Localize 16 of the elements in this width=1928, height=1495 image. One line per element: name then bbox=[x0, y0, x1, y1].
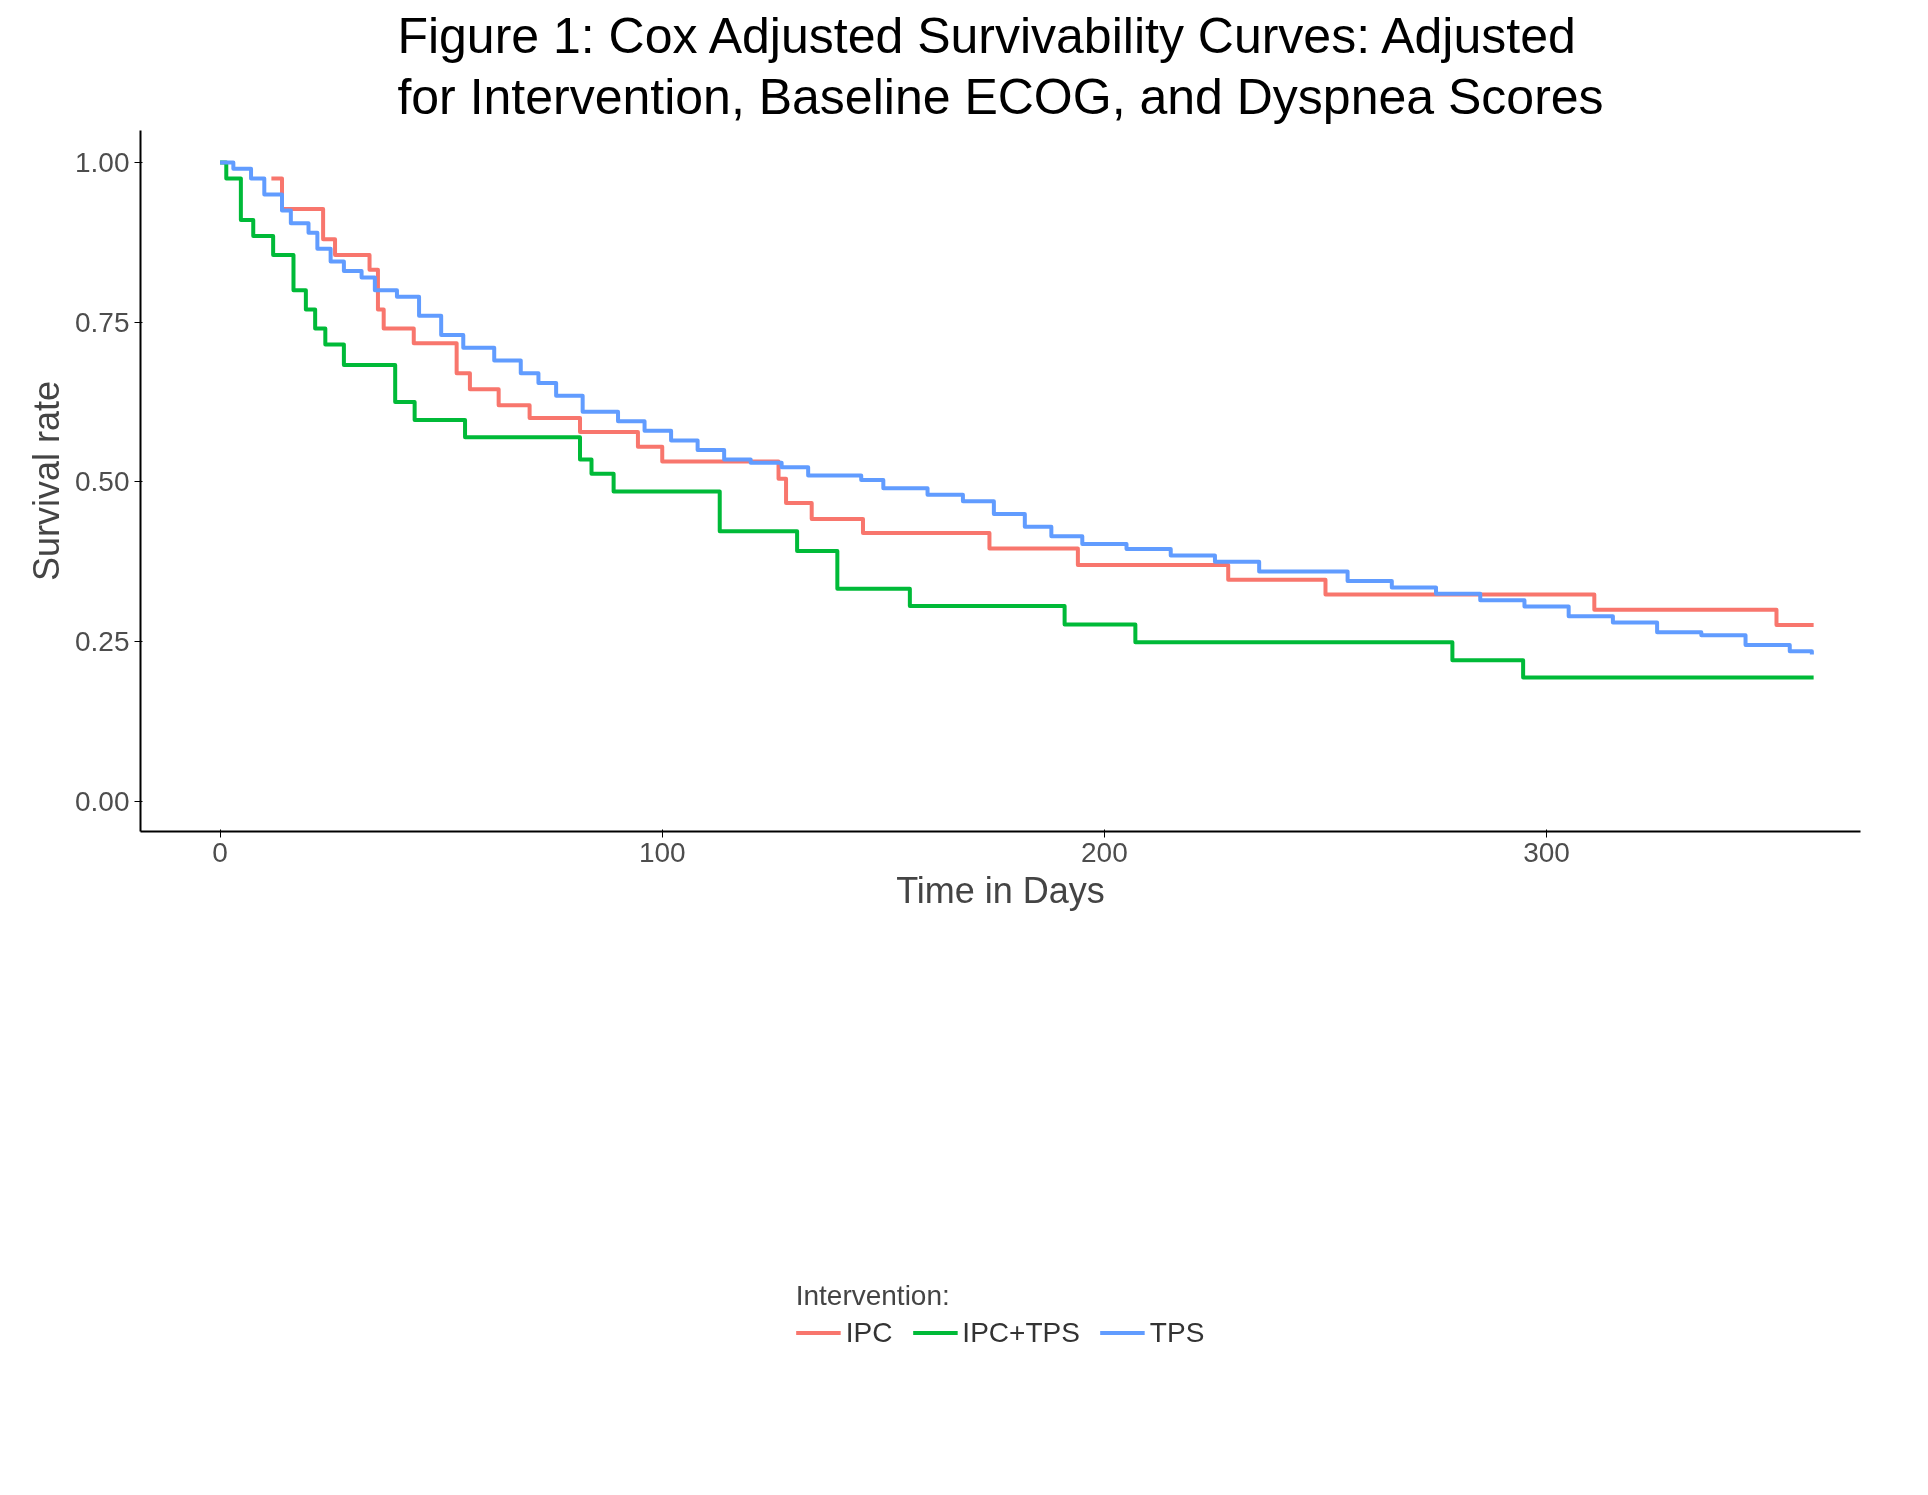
y-tick-label: 1.00 bbox=[75, 146, 130, 178]
y-tick-label: 0.50 bbox=[75, 466, 130, 498]
x-tick-label: 200 bbox=[1081, 836, 1128, 868]
chart-title: Figure 1: Cox Adjusted Survivability Curves: Adjusted for Intervention, Baseline ECOG, and Dyspnea Scores bbox=[397, 7, 1604, 126]
y-tick-label: 0.75 bbox=[75, 306, 130, 338]
legend-label: IPC+TPS bbox=[962, 1316, 1080, 1348]
x-tick-label: 100 bbox=[638, 836, 686, 868]
legend-label: TPS bbox=[1149, 1316, 1205, 1348]
y-axis-title: Survival rate bbox=[26, 380, 67, 582]
legend-label: IPC bbox=[845, 1316, 893, 1348]
y-tick-label: 0.00 bbox=[75, 785, 130, 817]
x-tick-label: 0 bbox=[212, 836, 228, 868]
y-tick-label: 0.25 bbox=[75, 626, 130, 658]
legend-title: Intervention: bbox=[795, 1279, 951, 1311]
x-tick-label: 300 bbox=[1523, 836, 1570, 868]
x-axis-title: Time in Days bbox=[896, 869, 1105, 911]
